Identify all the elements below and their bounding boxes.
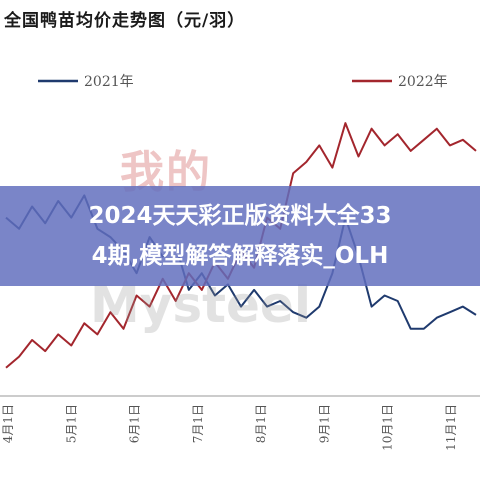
x-tick-label: 4月1日 bbox=[1, 404, 15, 443]
chart-title: 全国鸭苗均价走势图（元/羽） bbox=[4, 11, 246, 31]
x-tick-labels: 4月1日 5月1日 6月1日 7月1日 8月1日 9月1日 10月1日 11月1日 bbox=[1, 404, 458, 451]
x-tick-label: 11月1日 bbox=[444, 404, 458, 451]
x-tick-label: 9月1日 bbox=[317, 404, 331, 443]
x-tick-label: 6月1日 bbox=[128, 404, 142, 443]
legend: 2021年 2022年 bbox=[38, 74, 448, 90]
x-tick-label: 7月1日 bbox=[191, 404, 205, 443]
legend-label-2: 2022年 bbox=[398, 74, 448, 90]
banner-line-1: 2024天天彩正版资料大全33 bbox=[88, 203, 392, 229]
legend-label-1: 2021年 bbox=[84, 74, 134, 90]
overlay-banner bbox=[0, 186, 480, 286]
x-tick-label: 10月1日 bbox=[381, 404, 395, 451]
banner-line-2: 4期,模型解答解释落实_OLH bbox=[91, 243, 389, 269]
overlay-banner-text: 2024天天彩正版资料大全33 4期,模型解答解释落实_OLH bbox=[0, 196, 480, 276]
x-tick-label: 8月1日 bbox=[254, 404, 268, 443]
x-tick-label: 5月1日 bbox=[64, 404, 78, 443]
